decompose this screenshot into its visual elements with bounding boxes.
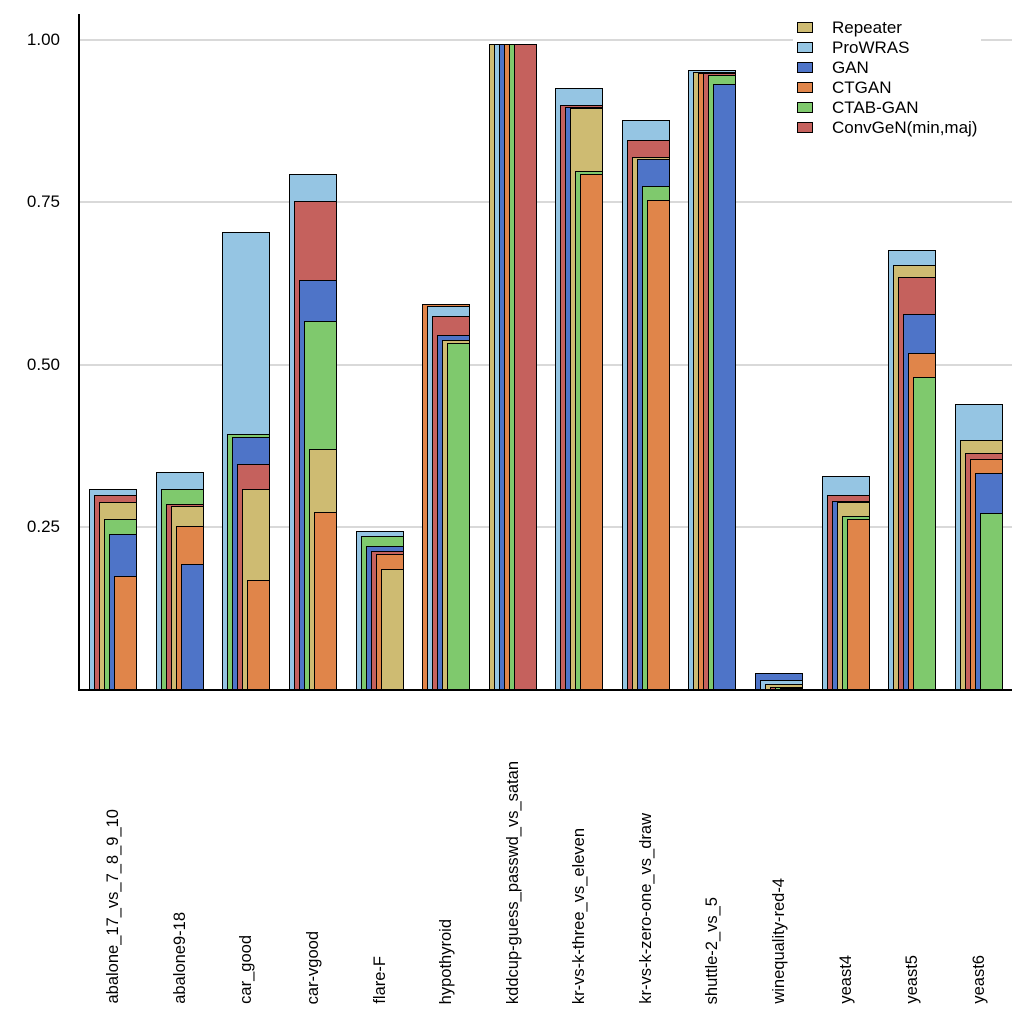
gridline — [78, 201, 1012, 204]
gridline — [78, 525, 1012, 528]
x-tick-label: car_good — [237, 935, 255, 1004]
bar-repeater — [381, 569, 404, 690]
x-tick-label: kddcup-guess_passwd_vs_satan — [504, 760, 522, 1004]
bar-ctgan — [647, 200, 670, 690]
legend-swatch-icon — [797, 61, 813, 73]
x-tick-label: hypothyroid — [437, 918, 455, 1004]
y-axis-line — [78, 14, 80, 691]
bar-ctgan — [247, 580, 270, 690]
x-tick-label: yeast5 — [903, 955, 921, 1004]
legend-item: ProWRAS — [797, 37, 977, 57]
x-axis-line — [78, 689, 1012, 691]
x-tick-label: yeast4 — [837, 955, 855, 1004]
x-tick-label: shuttle-2_vs_5 — [703, 896, 721, 1004]
legend-swatch-icon — [797, 81, 813, 93]
bar-ctab-gan — [980, 513, 1003, 690]
bar-ctgan — [780, 688, 803, 690]
legend-label: Repeater — [832, 17, 902, 37]
legend-swatch-icon — [797, 21, 813, 33]
y-tick-label: 0.25 — [26, 516, 60, 536]
x-tick-label: abalone_17_vs_7_8_9_10 — [104, 809, 122, 1004]
x-tick-label: flare-F — [371, 956, 389, 1004]
x-tick-label: yeast6 — [970, 955, 988, 1004]
legend-label: GAN — [832, 57, 869, 77]
bar-gan — [713, 84, 736, 690]
legend-swatch-icon — [797, 41, 813, 53]
legend-label: CTGAN — [832, 77, 892, 97]
y-tick-label: 0.75 — [26, 192, 60, 212]
legend: Repeater ProWRAS GAN CTGAN CTAB-GAN ConvGeN(m… — [793, 17, 982, 137]
bar-convgen-min-maj- — [514, 44, 537, 690]
legend-item: GAN — [797, 57, 977, 77]
x-tick-label: kr-vs-k-three_vs_eleven — [570, 827, 588, 1004]
legend-label: ProWRAS — [832, 37, 910, 57]
bar-ctab-gan — [913, 377, 936, 690]
legend-item: CTGAN — [797, 77, 977, 97]
bar-ctgan — [114, 576, 137, 690]
y-tick-label: 1.00 — [26, 30, 60, 49]
legend-item: CTAB-GAN — [797, 97, 977, 117]
gridline — [78, 39, 1012, 41]
x-tick-label: car-vgood — [304, 930, 322, 1004]
legend-swatch-icon — [797, 101, 813, 113]
legend-label: ConvGeN(min,maj) — [832, 117, 978, 137]
legend-item: Repeater — [797, 17, 977, 37]
x-tick-label: winequality-red-4 — [770, 878, 788, 1004]
legend-swatch-icon — [797, 121, 813, 133]
gridline — [78, 363, 1012, 366]
bar-ctgan — [580, 174, 603, 690]
bar-gan — [181, 564, 204, 690]
bar-ctab-gan — [447, 343, 470, 690]
legend-label: CTAB-GAN — [832, 97, 919, 117]
bar-ctgan — [847, 519, 870, 690]
y-tick-label: 0.50 — [26, 354, 60, 374]
x-tick-label: abalone9-18 — [171, 912, 189, 1004]
bar-ctgan — [314, 512, 337, 690]
x-tick-label: kr-vs-k-zero-one_vs_draw — [637, 813, 655, 1004]
legend-item: ConvGeN(min,maj) — [797, 117, 978, 137]
